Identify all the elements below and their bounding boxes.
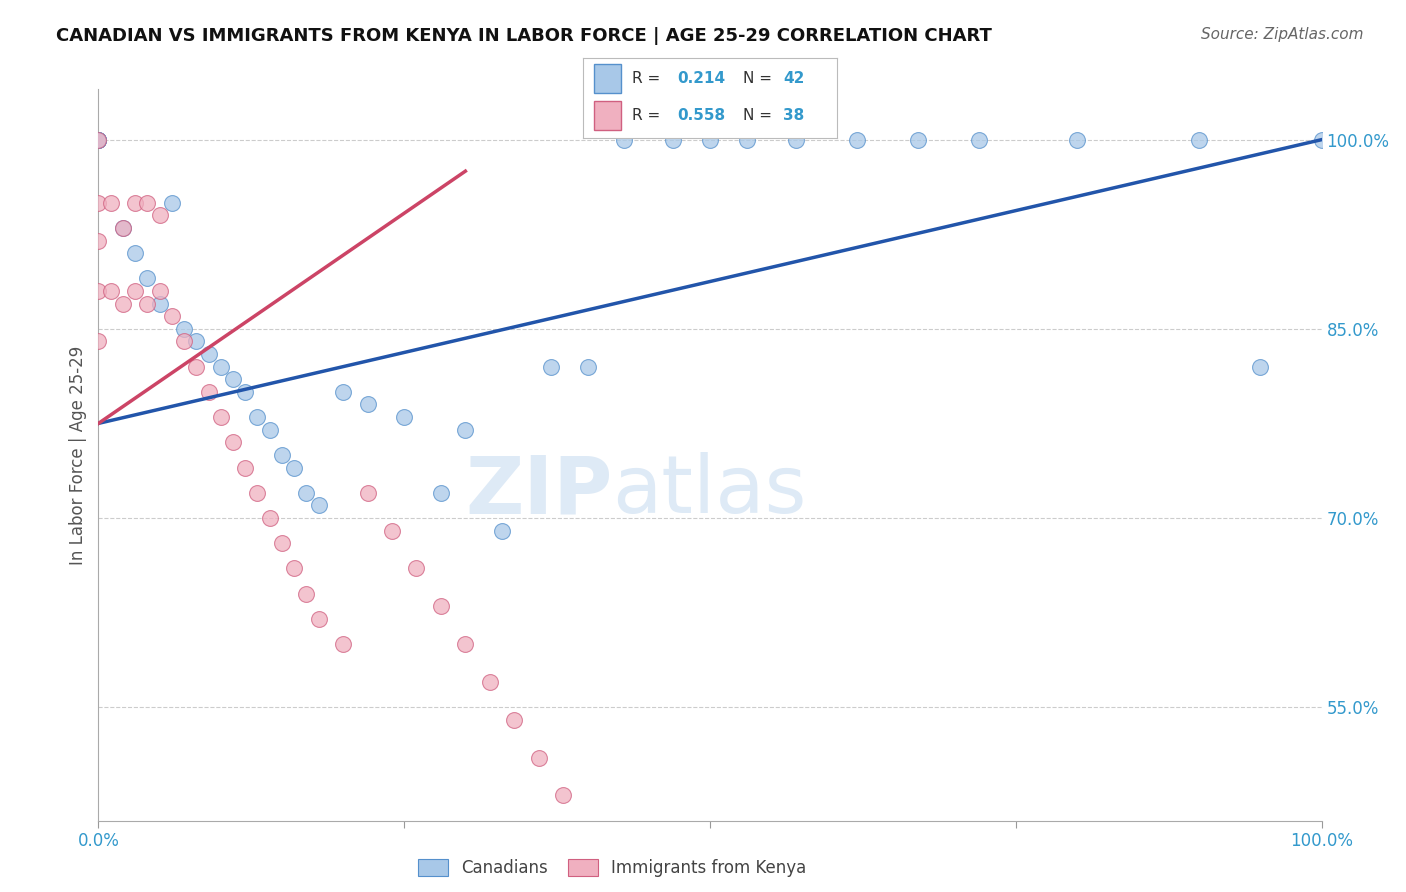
Point	[735, 133, 758, 147]
Text: 0.214: 0.214	[678, 71, 725, 87]
Point	[246, 485, 269, 500]
Point	[381, 524, 404, 538]
Point	[87, 133, 110, 147]
Point	[149, 208, 172, 222]
Point	[124, 284, 146, 298]
Point	[186, 359, 208, 374]
Point	[222, 372, 245, 386]
Point	[173, 322, 195, 336]
Text: atlas: atlas	[612, 452, 807, 531]
Point	[160, 195, 183, 210]
Point	[699, 133, 721, 147]
Text: Source: ZipAtlas.com: Source: ZipAtlas.com	[1201, 27, 1364, 42]
Text: ZIP: ZIP	[465, 452, 612, 531]
Point	[87, 133, 110, 147]
Point	[430, 485, 453, 500]
Text: N =: N =	[742, 108, 776, 123]
Point	[540, 359, 562, 374]
Point	[553, 789, 575, 803]
Text: N =: N =	[742, 71, 776, 87]
Point	[1249, 359, 1271, 374]
Point	[270, 448, 294, 462]
Point	[87, 133, 110, 147]
Point	[136, 271, 159, 285]
Point	[478, 674, 501, 689]
Point	[246, 410, 269, 425]
FancyBboxPatch shape	[593, 102, 621, 130]
Point	[454, 637, 477, 651]
Point	[1066, 133, 1088, 147]
Point	[785, 133, 807, 147]
Y-axis label: In Labor Force | Age 25-29: In Labor Force | Age 25-29	[69, 345, 87, 565]
Point	[308, 612, 330, 626]
Point	[491, 524, 513, 538]
Point	[405, 561, 427, 575]
Point	[124, 246, 146, 260]
Text: R =: R =	[631, 71, 665, 87]
Point	[87, 195, 110, 210]
Point	[197, 384, 219, 399]
Point	[111, 221, 134, 235]
Point	[136, 296, 159, 310]
Point	[149, 296, 172, 310]
Point	[332, 637, 354, 651]
Point	[160, 309, 183, 323]
Text: CANADIAN VS IMMIGRANTS FROM KENYA IN LABOR FORCE | AGE 25-29 CORRELATION CHART: CANADIAN VS IMMIGRANTS FROM KENYA IN LAB…	[56, 27, 993, 45]
Legend: Canadians, Immigrants from Kenya: Canadians, Immigrants from Kenya	[409, 851, 815, 886]
Point	[100, 284, 122, 298]
Point	[149, 284, 172, 298]
Point	[356, 397, 378, 411]
Point	[527, 750, 550, 764]
Point	[111, 221, 134, 235]
Point	[270, 536, 294, 550]
Point	[259, 423, 281, 437]
Point	[209, 410, 232, 425]
Point	[233, 460, 256, 475]
Point	[967, 133, 990, 147]
Point	[87, 133, 110, 147]
Point	[1188, 133, 1211, 147]
Point	[295, 485, 318, 500]
Point	[222, 435, 245, 450]
Point	[308, 499, 330, 513]
Text: 38: 38	[783, 108, 804, 123]
Point	[124, 195, 146, 210]
Point	[233, 384, 256, 399]
Point	[209, 359, 232, 374]
Point	[392, 410, 416, 425]
Point	[87, 234, 110, 248]
FancyBboxPatch shape	[593, 64, 621, 94]
Point	[87, 284, 110, 298]
Point	[283, 460, 305, 475]
Point	[197, 347, 219, 361]
Point	[173, 334, 195, 349]
Point	[186, 334, 208, 349]
Text: R =: R =	[631, 108, 665, 123]
Text: 42: 42	[783, 71, 804, 87]
Point	[845, 133, 868, 147]
Point	[87, 133, 110, 147]
Point	[111, 296, 134, 310]
Point	[87, 334, 110, 349]
Point	[259, 511, 281, 525]
Point	[100, 195, 122, 210]
Point	[613, 133, 636, 147]
Point	[454, 423, 477, 437]
Point	[136, 195, 159, 210]
Point	[662, 133, 685, 147]
Point	[503, 713, 526, 727]
Point	[907, 133, 929, 147]
Point	[576, 359, 599, 374]
Point	[332, 384, 354, 399]
Point	[1310, 133, 1333, 147]
Point	[87, 133, 110, 147]
Point	[283, 561, 305, 575]
Point	[430, 599, 453, 614]
Point	[356, 485, 378, 500]
Point	[295, 587, 318, 601]
Text: 0.558: 0.558	[678, 108, 725, 123]
